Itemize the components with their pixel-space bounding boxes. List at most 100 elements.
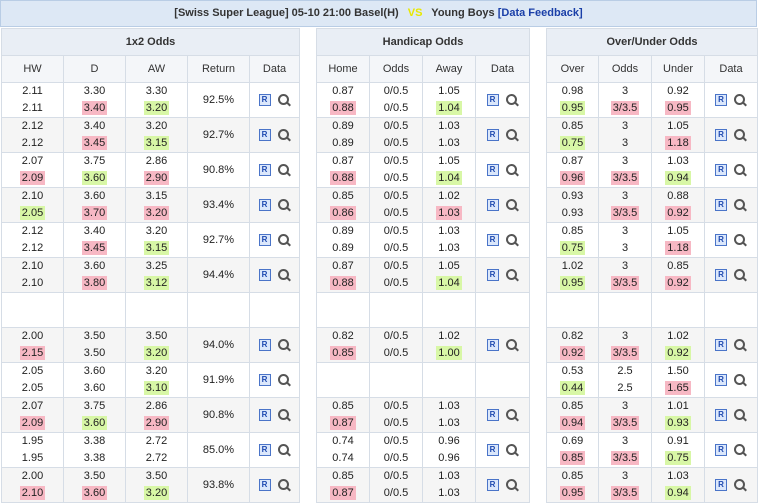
home-odds: 0.87 0.88 [316, 82, 370, 118]
r-report-icon[interactable]: R [486, 234, 499, 246]
table-row: 0.87 0.88 0/0.5 0/0.5 1.05 1.04 R [316, 82, 530, 118]
under-odds-initial: 0.92 [667, 85, 689, 97]
table-row: 0.85 0.95 3 3/3.5 1.03 0.94 R [546, 467, 759, 503]
magnifier-icon[interactable] [277, 373, 291, 387]
aw-odds-current: 3.10 [143, 381, 170, 395]
magnifier-icon[interactable] [734, 268, 747, 282]
magnifier-icon[interactable] [277, 408, 291, 422]
magnifier-icon[interactable] [505, 443, 519, 457]
empty-cell [422, 292, 476, 328]
magnifier-icon[interactable] [277, 93, 291, 107]
magnifier-icon[interactable] [505, 128, 519, 142]
r-report-icon[interactable]: R [715, 164, 727, 176]
r-report-icon[interactable]: R [715, 409, 727, 421]
away-odds-current: 1.04 [436, 276, 462, 290]
r-report-icon[interactable]: R [715, 94, 727, 106]
magnifier-icon[interactable] [734, 408, 747, 422]
data-cell: R [248, 467, 301, 503]
ou-line-initial: 3 [621, 435, 629, 447]
r-report-icon[interactable]: R [715, 269, 727, 281]
magnifier-icon[interactable] [734, 163, 747, 177]
away-odds-current: 1.03 [438, 487, 460, 499]
magnifier-icon[interactable] [734, 233, 747, 247]
home-odds-current: 0.86 [330, 206, 356, 220]
magnifier-icon[interactable] [734, 478, 747, 492]
ou-line: 3 3/3.5 [598, 467, 652, 503]
over-odds-current: 0.95 [559, 101, 586, 115]
magnifier-icon[interactable] [734, 338, 747, 352]
r-report-icon[interactable]: R [486, 129, 499, 141]
magnifier-icon[interactable] [505, 268, 519, 282]
magnifier-icon[interactable] [277, 478, 291, 492]
magnifier-icon[interactable] [505, 478, 519, 492]
r-report-icon[interactable]: R [258, 199, 271, 211]
magnifier-icon[interactable] [277, 338, 291, 352]
magnifier-icon[interactable] [734, 443, 747, 457]
r-report-icon[interactable]: R [715, 444, 727, 456]
data-cell: R [475, 82, 530, 118]
r-report-icon[interactable]: R [258, 409, 271, 421]
r-report-icon[interactable]: R [486, 199, 499, 211]
magnifier-icon[interactable] [734, 93, 747, 107]
under-odds-current: 0.75 [665, 451, 691, 465]
magnifier-icon[interactable] [734, 198, 747, 212]
draw-odds: 3.75 3.60 [63, 152, 126, 188]
hw-odds-current: 2.15 [19, 346, 46, 360]
magnifier-icon[interactable] [277, 163, 291, 177]
magnifier-icon[interactable] [277, 443, 291, 457]
magnifier-icon[interactable] [505, 93, 519, 107]
r-report-icon[interactable]: R [715, 374, 727, 386]
magnifier-icon[interactable] [505, 163, 519, 177]
over-odds-initial: 0.87 [561, 155, 584, 167]
magnifier-icon[interactable] [505, 233, 519, 247]
r-report-icon[interactable]: R [486, 269, 499, 281]
return-cell: 92.7% [187, 222, 250, 258]
return-cell: 91.9% [187, 362, 250, 398]
magnifier-icon[interactable] [505, 338, 519, 352]
r-report-icon[interactable]: R [715, 339, 727, 351]
ou-line-current: 3/3.5 [610, 171, 640, 185]
aw-odds-initial: 3.30 [145, 85, 168, 97]
magnifier-icon[interactable] [505, 408, 519, 422]
r-report-icon[interactable]: R [486, 164, 499, 176]
magnifier-icon[interactable] [277, 268, 291, 282]
magnifier-icon[interactable] [505, 198, 519, 212]
r-report-icon[interactable]: R [486, 479, 499, 491]
handicap-line-current: 0/0.5 [383, 207, 409, 219]
magnifier-icon[interactable] [734, 373, 747, 387]
r-report-icon[interactable]: R [715, 479, 727, 491]
r-report-icon[interactable]: R [258, 479, 271, 491]
r-report-icon[interactable]: R [258, 269, 271, 281]
r-report-icon[interactable]: R [258, 339, 271, 351]
magnifier-icon[interactable] [277, 233, 291, 247]
draw-odds-current: 3.60 [81, 171, 108, 185]
r-report-icon[interactable]: R [486, 444, 499, 456]
r-report-icon[interactable]: R [258, 234, 271, 246]
r-report-icon[interactable]: R [486, 339, 499, 351]
table-row: 0.53 0.44 2.5 2.5 1.50 1.65 R [546, 362, 759, 398]
handicap-title: Handicap Odds [316, 28, 530, 56]
r-report-icon[interactable]: R [486, 409, 499, 421]
r-report-icon[interactable]: R [258, 164, 271, 176]
r-report-icon[interactable]: R [258, 444, 271, 456]
magnifier-icon[interactable] [277, 128, 291, 142]
r-report-icon[interactable]: R [715, 234, 727, 246]
r-report-icon[interactable]: R [715, 199, 727, 211]
ou-line-initial: 3 [621, 400, 629, 412]
magnifier-icon[interactable] [277, 198, 291, 212]
aw-odds: 2.86 2.90 [125, 152, 188, 188]
r-report-icon[interactable]: R [715, 129, 727, 141]
league-name: [Swiss Super League] [174, 7, 289, 19]
magnifier-icon[interactable] [734, 128, 747, 142]
r-report-icon[interactable]: R [258, 94, 271, 106]
aw-odds-current: 3.20 [143, 206, 170, 220]
r-report-icon[interactable]: R [258, 129, 271, 141]
draw-odds-current: 3.60 [83, 382, 106, 394]
aw-odds: 3.20 3.15 [125, 117, 188, 153]
col-aw: AW [125, 55, 188, 83]
data-feedback-link[interactable]: [Data Feedback] [497, 7, 583, 19]
r-report-icon[interactable]: R [486, 94, 499, 106]
r-report-icon[interactable]: R [258, 374, 271, 386]
ou-line-current: 3/3.5 [610, 486, 640, 500]
